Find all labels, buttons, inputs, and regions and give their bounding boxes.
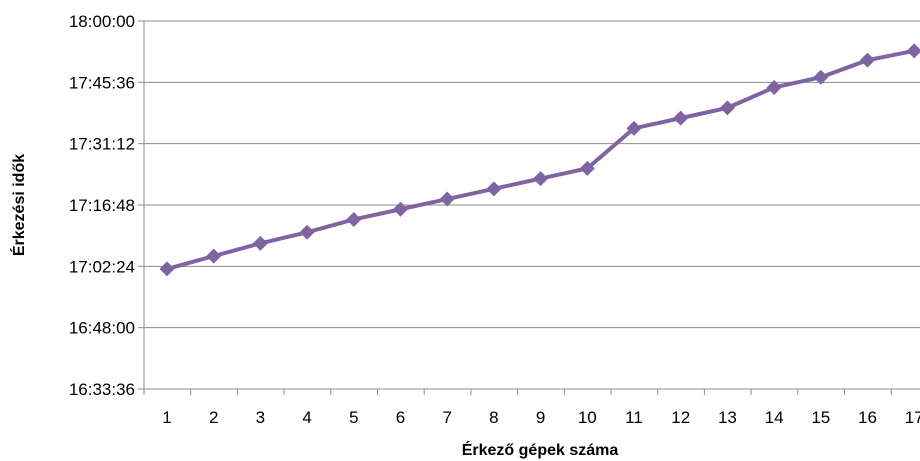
- data-point: [673, 110, 689, 126]
- data-point: [486, 181, 502, 197]
- data-point: [533, 171, 549, 187]
- x-tick-label: 13: [718, 408, 737, 427]
- y-tick-label: 17:16:48: [69, 196, 135, 215]
- axes: [138, 20, 920, 395]
- data-point: [860, 52, 875, 68]
- data-point: [393, 201, 408, 217]
- x-tick-labels: 1 2 3 4 5 6 7 8 9 10 11 12 13 14 15 16 17: [162, 408, 920, 427]
- y-tick-label: 16:33:36: [69, 380, 135, 399]
- x-axis-title: Érkező gépek száma: [462, 440, 619, 459]
- data-point: [626, 120, 642, 136]
- data-point: [719, 100, 735, 116]
- y-tick-label: 17:45:36: [69, 73, 135, 92]
- data-point: [439, 191, 455, 207]
- x-tick-label: 2: [209, 408, 218, 427]
- x-tick-label: 12: [671, 408, 690, 427]
- x-tick-label: 7: [442, 408, 451, 427]
- data-point: [813, 69, 829, 85]
- series-group: [159, 43, 920, 277]
- x-tick-label: 11: [625, 408, 643, 427]
- y-tick-label: 17:02:24: [69, 257, 135, 276]
- data-point: [252, 235, 268, 251]
- data-point: [299, 224, 315, 240]
- x-tick-label: 17: [905, 408, 920, 427]
- x-tick-label: 3: [256, 408, 265, 427]
- data-point: [206, 248, 222, 264]
- x-tick-label: 16: [858, 408, 877, 427]
- x-tick-label: 6: [396, 408, 405, 427]
- y-tick-label: 18:00:00: [69, 12, 135, 31]
- x-tick-label: 5: [349, 408, 358, 427]
- data-point: [346, 211, 362, 227]
- y-tick-label: 17:31:12: [69, 135, 135, 154]
- data-point: [159, 261, 175, 277]
- x-tick-label: 4: [302, 408, 311, 427]
- y-tick-labels: 16:33:36 16:48:00 17:02:24 17:16:48 17:31:12…: [69, 12, 135, 399]
- x-tick-label: 14: [765, 408, 784, 427]
- x-tick-label: 15: [811, 408, 830, 427]
- y-axis-title: Érkezési idők: [9, 154, 28, 256]
- y-tick-label: 16:48:00: [69, 319, 135, 338]
- gridlines: [144, 20, 920, 329]
- data-point: [579, 160, 595, 176]
- data-point: [766, 79, 782, 95]
- x-tick-label: 8: [489, 408, 498, 427]
- series-line: [166, 48, 915, 271]
- x-tick-label: 1: [162, 408, 171, 427]
- data-point: [906, 43, 920, 59]
- x-tick-label: 9: [536, 408, 545, 427]
- x-tick-label: 10: [578, 408, 597, 427]
